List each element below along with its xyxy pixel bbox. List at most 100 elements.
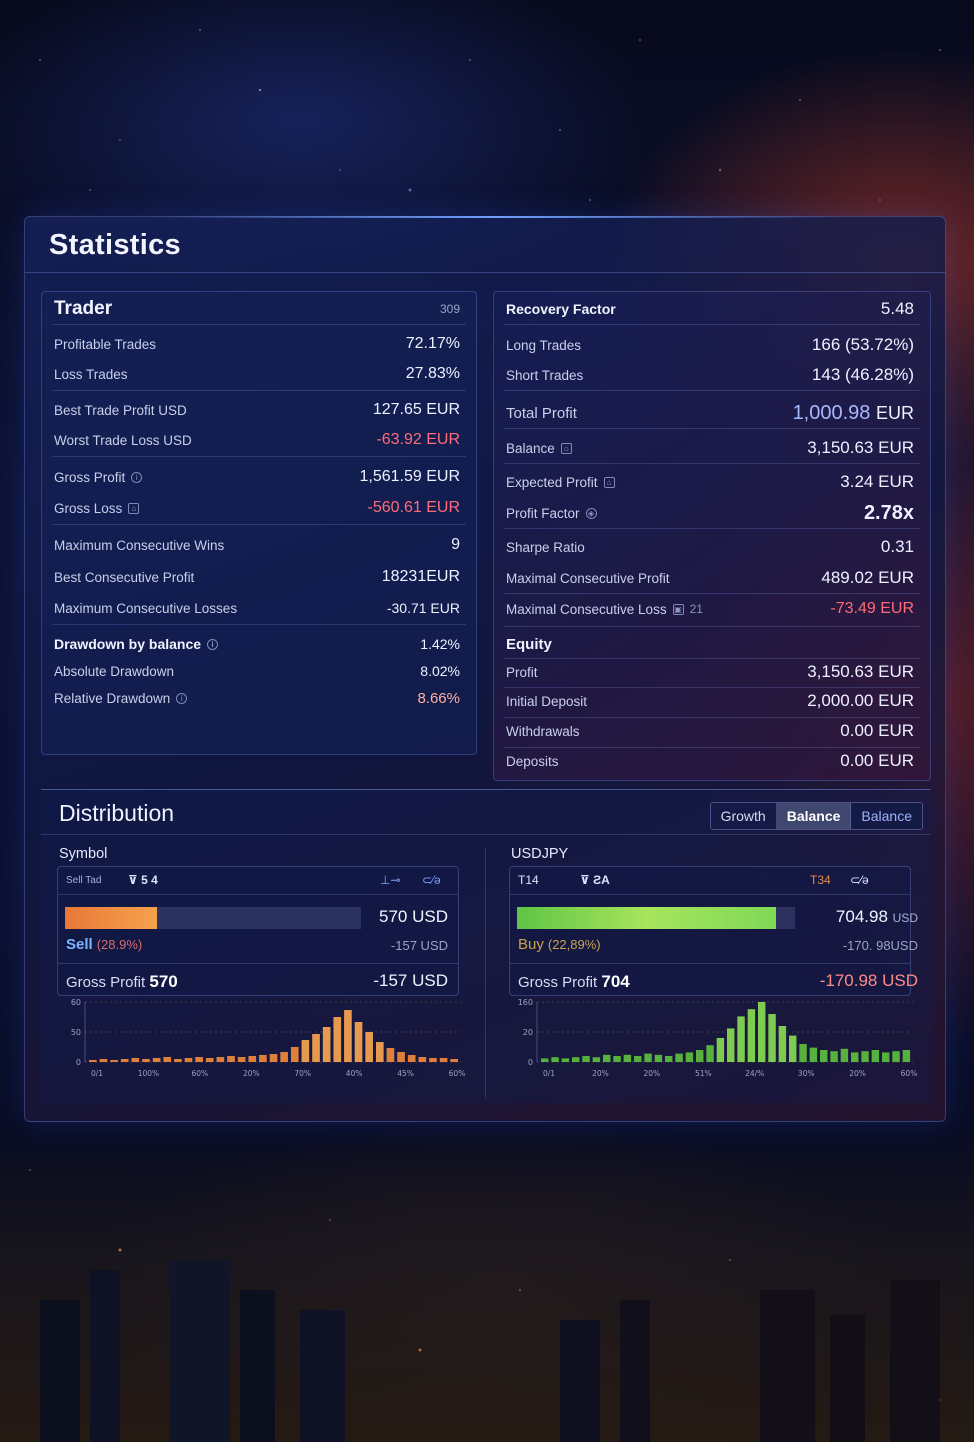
trader-count: 309 <box>439 302 460 316</box>
loss-trades-label: Loss Trades <box>54 366 128 382</box>
drawdown-balance-label: Drawdown by balance <box>54 636 202 652</box>
usdjpy-gp-neg: -170.98 USD <box>819 971 918 990</box>
gross-profit-value: 1,561.59 EUR <box>359 468 460 485</box>
gross-profit-row: Gross Profit i 1,561.59 EUR <box>54 466 460 488</box>
absolute-drawdown-label: Absolute Drawdown <box>54 663 175 679</box>
initial-deposit-label: Initial Deposit <box>506 693 588 709</box>
best-consec-profit-row: Best Consecutive Profit 18231EUR <box>54 566 460 588</box>
usdjpy-histogram: 160 20 0 0/1 20% 20% 51% 24/% 30% 20% 60% <box>518 998 918 1078</box>
balance-row: Balance ⌂ 3,150.63 EUR <box>506 437 914 459</box>
usdjpy-bar-fill <box>517 907 776 929</box>
tag-icon[interactable]: ⌂ <box>560 442 572 454</box>
loss-trades-value: 27.83% <box>405 365 460 382</box>
divider <box>52 324 466 325</box>
gross-loss-row: Gross Loss ⌂ -560.61 EUR <box>54 497 460 519</box>
histogram-bar <box>216 1057 225 1062</box>
tag-icon[interactable]: ⌂ <box>128 502 140 514</box>
usdjpy-distribution: USDJPY T14 ⊽ ƧA T34 ⊂⁄ə 704.98 USD Buy (2… <box>509 846 921 1096</box>
usdjpy-bar-unit: USD <box>892 911 918 925</box>
x-tick-label: 24/% <box>745 1069 764 1078</box>
histogram-bar <box>789 1035 797 1062</box>
max-consec-losses-label: Maximum Consecutive Losses <box>54 600 238 616</box>
shield-icon[interactable]: ◈ <box>585 507 597 519</box>
gross-loss-label: Gross Loss <box>54 500 123 516</box>
divider <box>504 747 920 748</box>
initial-deposit-row: Initial Deposit 2,000.00 EUR <box>506 690 914 712</box>
info-icon[interactable]: i <box>176 692 188 704</box>
histogram-bar <box>716 1038 725 1062</box>
profitable-trades-row: Profitable Trades 72.17% <box>54 333 460 355</box>
performance-stats-card: Recovery Factor 5.48 Long Trades 166 (53… <box>493 291 931 781</box>
histogram-bar <box>882 1052 890 1062</box>
best-consec-profit-value: 18231EUR <box>381 568 460 585</box>
info-icon[interactable]: i <box>207 638 219 650</box>
histogram-bar <box>541 1058 549 1062</box>
usdjpy-header-d[interactable]: ⊂⁄ə <box>850 873 869 887</box>
balance-label: Balance <box>506 440 555 456</box>
histogram-bar <box>429 1058 437 1062</box>
histogram-bar <box>99 1059 108 1062</box>
distribution-title: Distribution <box>59 800 175 826</box>
symbol-header-c[interactable]: ⊥⊸ <box>380 873 401 887</box>
balance-value: 3,150.63 EUR <box>807 438 914 457</box>
symbol-heading: Symbol <box>59 846 108 862</box>
histogram-bar <box>861 1051 869 1062</box>
symbol-header-d[interactable]: ⊂⁄ə <box>422 873 441 887</box>
histogram-bar <box>205 1058 214 1062</box>
profit-label: Profit <box>506 664 538 680</box>
histogram-bar <box>163 1057 172 1062</box>
long-trades-label: Long Trades <box>506 337 582 353</box>
tag-icon[interactable]: ⌂ <box>603 476 615 488</box>
tab-balance-alt[interactable]: Balance <box>851 803 922 829</box>
trader-stats-card: Trader 309 Profitable Trades 72.17% Loss… <box>41 291 477 755</box>
x-tick-label: 20% <box>644 1069 661 1078</box>
divider <box>58 963 458 964</box>
histogram-bar <box>89 1060 97 1062</box>
recovery-factor-label: Recovery Factor <box>506 301 616 317</box>
symbol-neg-value: -157 USD <box>390 938 448 953</box>
usdjpy-gp-label: Gross Profit <box>518 974 598 991</box>
histogram-bar <box>290 1047 299 1062</box>
drawdown-balance-value: 1.42% <box>420 636 460 652</box>
histogram-bar <box>195 1057 203 1062</box>
total-profit-unit: EUR <box>875 402 914 423</box>
sharpe-ratio-value: 0.31 <box>880 537 914 556</box>
histogram-bar <box>623 1054 632 1062</box>
total-profit-value: 1,000.98 <box>792 401 871 424</box>
histogram-bar <box>248 1056 257 1062</box>
symbol-gp-neg: -157 USD <box>373 971 448 990</box>
usdjpy-header-c[interactable]: T34 <box>810 873 831 887</box>
gross-loss-value: -560.61 EUR <box>367 499 461 516</box>
panel-glow <box>145 216 845 218</box>
best-trade-row: Best Trade Profit USD 127.65 EUR <box>54 399 460 421</box>
profit-factor-value: 2.78x <box>863 501 914 524</box>
recovery-factor-row: Recovery Factor 5.48 <box>506 298 914 320</box>
worst-trade-label: Worst Trade Loss USD <box>54 432 192 448</box>
max-consec-losses-value: -30.71 EUR <box>386 600 460 616</box>
short-trades-row: Short Trades 143 (46.28%) <box>506 364 914 386</box>
tab-growth[interactable]: Growth <box>710 803 777 829</box>
image-icon[interactable]: ▣ <box>672 603 684 615</box>
deposits-label: Deposits <box>506 753 559 769</box>
symbol-kind: Sell (28.9%) <box>66 936 142 953</box>
histogram-bar <box>375 1042 384 1062</box>
x-tick-label: 40% <box>346 1069 363 1078</box>
usdjpy-kind: Buy (22,89%) <box>518 936 601 953</box>
tab-balance[interactable]: Balance <box>776 803 852 829</box>
histogram-bar <box>365 1032 373 1062</box>
distribution-section: Distribution Growth Balance Balance Symb… <box>41 789 931 1103</box>
histogram-bar <box>727 1028 735 1062</box>
symbol-bar-fill <box>65 907 157 929</box>
relative-drawdown-value: 8.66% <box>417 689 460 707</box>
histogram-bar <box>269 1054 278 1062</box>
y-tick-label: 0 <box>528 1058 533 1067</box>
info-icon[interactable]: i <box>131 471 143 483</box>
usdjpy-bar-track <box>517 907 795 929</box>
trader-label: Trader <box>54 298 113 319</box>
gross-profit-label-wrap: Gross Profit i <box>54 470 143 485</box>
profit-factor-label: Profit Factor <box>506 505 580 521</box>
withdrawals-value: 0.00 EUR <box>840 721 914 740</box>
total-profit-row: Total Profit 1,000.98 EUR <box>506 402 914 424</box>
divider <box>504 390 920 391</box>
histogram-bar <box>871 1050 880 1062</box>
